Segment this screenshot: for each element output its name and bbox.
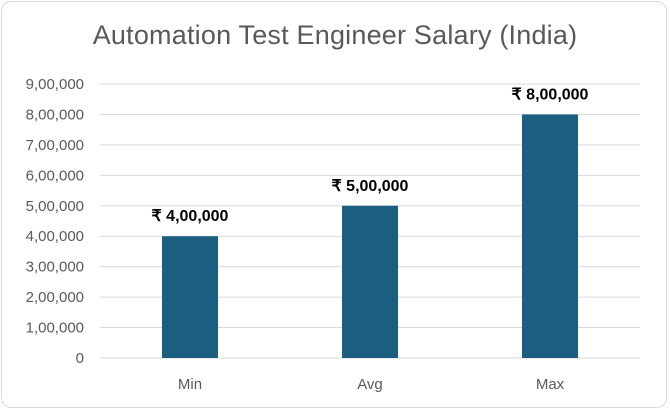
y-tick-label: 6,00,000	[26, 167, 84, 184]
y-tick-label: 3,00,000	[26, 259, 84, 276]
y-tick-label: 2,00,000	[26, 289, 84, 306]
bar-min	[162, 236, 218, 358]
y-tick-label: 5,00,000	[26, 198, 84, 215]
x-category-label: Avg	[357, 376, 383, 393]
y-tick-label: 7,00,000	[26, 137, 84, 154]
chart-title: Automation Test Engineer Salary (India)	[92, 20, 578, 50]
data-label: ₹ 5,00,000	[332, 178, 409, 195]
x-category-label: Max	[536, 376, 565, 393]
bar-avg	[342, 205, 398, 358]
data-labels: ₹ 4,00,000 ₹ 5,00,000 ₹ 8,00,000	[152, 86, 589, 225]
y-axis-ticks: 0 1,00,000 2,00,000 3,00,000 4,00,000 5,00,00…	[26, 76, 84, 367]
bar-max	[522, 114, 578, 358]
y-tick-label: 4,00,000	[26, 228, 84, 245]
x-axis-categories: Min Avg Max	[178, 376, 565, 393]
x-category-label: Min	[178, 376, 202, 393]
y-tick-label: 9,00,000	[26, 76, 84, 93]
bars	[162, 114, 578, 358]
y-tick-label: 8,00,000	[26, 106, 84, 123]
data-label: ₹ 8,00,000	[512, 86, 589, 103]
y-tick-label: 1,00,000	[26, 320, 84, 337]
data-label: ₹ 4,00,000	[152, 208, 229, 225]
y-tick-label: 0	[76, 350, 84, 367]
